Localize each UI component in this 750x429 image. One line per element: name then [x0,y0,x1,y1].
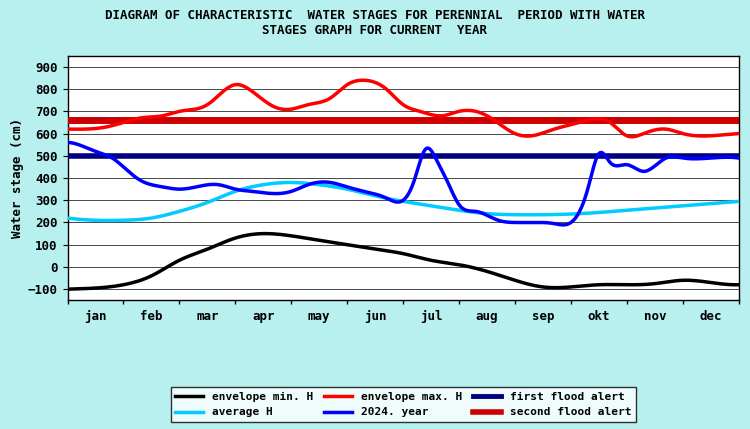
Y-axis label: Water stage (cm): Water stage (cm) [10,118,23,238]
Text: DIAGRAM OF CHARACTERISTIC  WATER STAGES FOR PERENNIAL  PERIOD WITH WATER
STAGES : DIAGRAM OF CHARACTERISTIC WATER STAGES F… [105,9,645,36]
Legend: envelope min. H, average H, envelope max. H, 2024. year, first flood alert, seco: envelope min. H, average H, envelope max… [170,387,636,422]
